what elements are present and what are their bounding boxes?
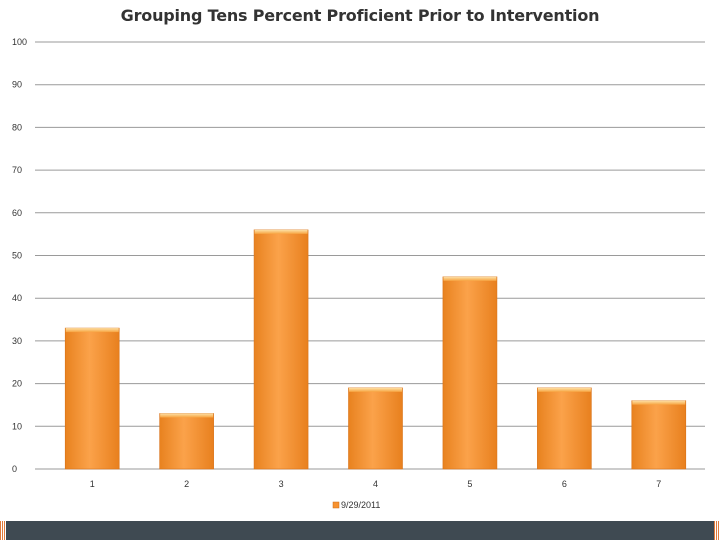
bar-5 [442, 276, 498, 470]
right-edge-decoration [714, 521, 720, 540]
y-tick-label-90: 90 [12, 80, 22, 90]
bar-body-2 [159, 413, 214, 470]
bar-2 [159, 413, 214, 470]
bar-body-4 [348, 387, 403, 470]
bar-top-highlight-3 [254, 229, 308, 234]
x-tick-label-3: 3 [279, 479, 284, 489]
y-tick-label-20: 20 [12, 379, 22, 389]
x-tick-label-5: 5 [467, 479, 472, 489]
y-tick-label-30: 30 [12, 336, 22, 346]
x-tick-label-6: 6 [562, 479, 567, 489]
y-tick-label-60: 60 [12, 208, 22, 218]
bar-body-7 [631, 400, 687, 470]
y-tick-label-40: 40 [12, 293, 22, 303]
bar-7 [631, 400, 687, 470]
y-tick-label-50: 50 [12, 251, 22, 261]
y-axis-ticks: 0 10 20 30 40 50 60 70 80 90 100 [12, 37, 27, 474]
legend: 9/29/2011 [332, 500, 380, 510]
bar-body-5 [442, 276, 498, 470]
bar-top-highlight-5 [443, 276, 497, 281]
x-axis-ticks: 1 2 3 4 5 6 7 [90, 479, 662, 489]
bar-top-highlight-4 [349, 387, 402, 392]
footer-bar [0, 521, 720, 540]
bar-body-6 [537, 387, 592, 470]
x-tick-label-4: 4 [373, 479, 378, 489]
bar-4 [348, 387, 403, 470]
bar-body-3 [253, 229, 309, 470]
y-tick-label-70: 70 [12, 165, 22, 175]
y-tick-label-80: 80 [12, 122, 22, 132]
bar-body-1 [64, 327, 120, 470]
y-tick-label-100: 100 [12, 37, 27, 47]
y-tick-label-10: 10 [12, 421, 22, 431]
x-tick-label-7: 7 [656, 479, 661, 489]
bar-top-highlight-7 [632, 400, 686, 405]
bar-top-highlight-2 [160, 413, 214, 418]
bar-top-highlight-6 [537, 387, 591, 392]
bar-3 [253, 229, 309, 470]
bar-top-highlight-1 [65, 328, 119, 333]
chart-title: Grouping Tens Percent Proficient Prior t… [120, 6, 600, 25]
legend-entry-label: 9/29/2011 [341, 500, 380, 510]
left-edge-decoration [0, 521, 6, 540]
x-tick-label-2: 2 [184, 479, 189, 489]
bar-1 [64, 327, 120, 470]
x-tick-label-1: 1 [90, 479, 95, 489]
bar-6 [537, 387, 592, 470]
y-tick-label-0: 0 [12, 464, 17, 474]
bars [64, 229, 687, 470]
legend-swatch [332, 501, 340, 509]
